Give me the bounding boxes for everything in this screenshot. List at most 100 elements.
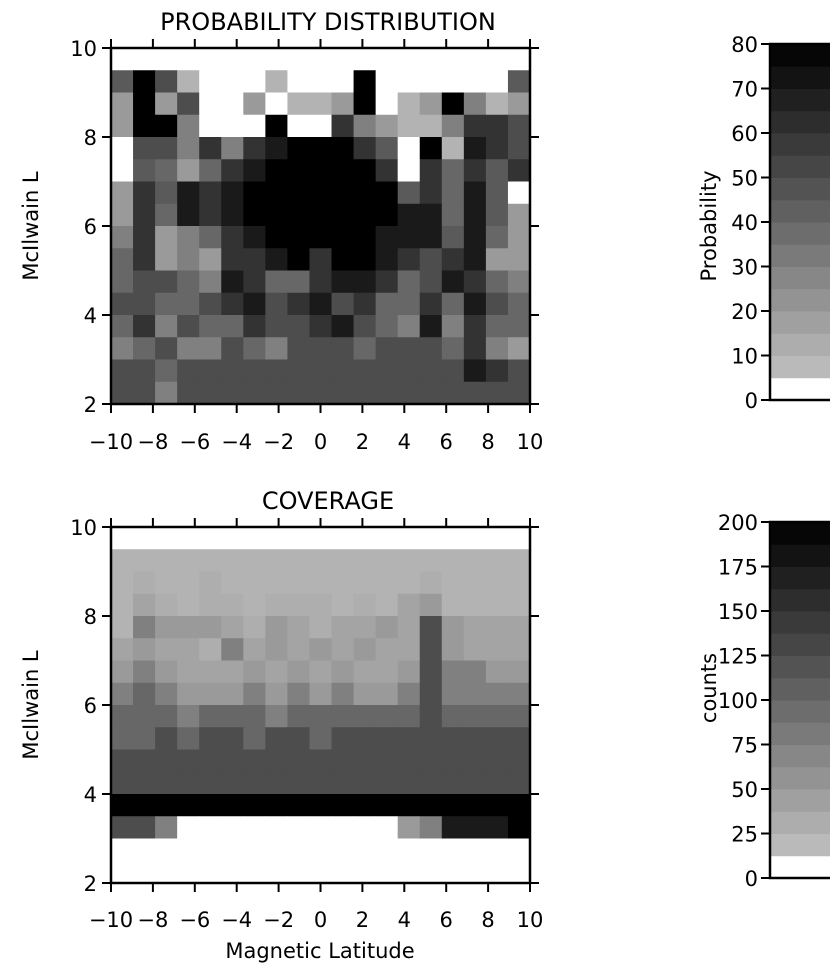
heatmap-cell xyxy=(419,114,443,138)
heatmap-cell xyxy=(463,270,487,294)
heatmap-cell xyxy=(419,226,443,249)
x-tick-label: −2 xyxy=(263,430,294,454)
heatmap-cell xyxy=(265,838,288,862)
heatmap-cell xyxy=(309,616,333,639)
heatmap-cell xyxy=(199,337,222,360)
colorbar-band xyxy=(770,288,830,312)
heatmap-cell xyxy=(111,159,134,182)
heatmap-cell xyxy=(199,270,222,294)
colorbar-tick-label: 10 xyxy=(731,345,758,369)
heatmap-cell xyxy=(111,593,134,617)
heatmap-cell xyxy=(507,571,531,595)
x-tick-label: −6 xyxy=(179,430,210,454)
heatmap-cell xyxy=(177,794,200,817)
x-tick-label: 10 xyxy=(517,908,544,932)
heatmap-cell xyxy=(397,771,421,795)
heatmap-cell xyxy=(463,638,487,661)
x-tick-label: 2 xyxy=(356,430,369,454)
heatmap-cell xyxy=(133,70,156,93)
heatmap-cell xyxy=(441,70,465,93)
heatmap-cell xyxy=(199,381,222,405)
y-tick-label: 6 xyxy=(84,215,97,239)
y-tick-label: 8 xyxy=(84,605,97,629)
heatmap-cell xyxy=(375,248,399,271)
heatmap-cell xyxy=(155,159,178,182)
heatmap-cell xyxy=(243,660,266,684)
heatmap-cell xyxy=(353,292,377,316)
probability-axis-ticks: −10 −8 −6 −4 −2 0 2 4 6 8 10 2 4 6 8 10 xyxy=(70,37,543,454)
heatmap-cell xyxy=(287,292,310,316)
heatmap-cell xyxy=(441,226,465,249)
heatmap-cell xyxy=(111,359,134,383)
heatmap-cell xyxy=(155,359,178,383)
heatmap-cell xyxy=(133,159,156,182)
heatmap-cell xyxy=(287,70,310,93)
heatmap-cell xyxy=(111,381,134,405)
heatmap-cell xyxy=(111,248,134,271)
heatmap-cell xyxy=(331,248,355,271)
x-tick-label: −2 xyxy=(263,908,294,932)
heatmap-cell xyxy=(441,159,465,182)
heatmap-cell xyxy=(419,638,443,661)
heatmap-cell xyxy=(155,682,178,706)
heatmap-cell xyxy=(419,381,443,405)
heatmap-cell xyxy=(265,181,288,205)
heatmap-cell xyxy=(441,838,465,862)
heatmap-cell xyxy=(133,337,156,360)
heatmap-cell xyxy=(441,771,465,795)
heatmap-cell xyxy=(199,727,222,750)
heatmap-cell xyxy=(353,159,377,182)
heatmap-cell xyxy=(485,270,509,294)
heatmap-cell xyxy=(397,92,421,116)
probability-colorbar: 0 10 20 30 40 50 60 70 80 xyxy=(731,33,830,413)
heatmap-cell xyxy=(353,816,377,839)
heatmap-cell xyxy=(221,381,244,405)
heatmap-cell xyxy=(221,549,244,572)
x-tick-label: 6 xyxy=(440,908,453,932)
heatmap-cell xyxy=(265,114,288,138)
heatmap-cell xyxy=(353,226,377,249)
heatmap-cell xyxy=(441,181,465,205)
heatmap-cell xyxy=(199,248,222,271)
heatmap-cell xyxy=(463,137,487,160)
heatmap-cell xyxy=(375,92,399,116)
heatmap-cell xyxy=(177,771,200,795)
y-tick-label: 4 xyxy=(84,304,97,328)
heatmap-cell xyxy=(111,727,134,750)
heatmap-cell xyxy=(243,292,266,316)
heatmap-cell xyxy=(441,248,465,271)
heatmap-cell xyxy=(221,660,244,684)
heatmap-cell xyxy=(419,771,443,795)
heatmap-cell xyxy=(397,816,421,839)
heatmap-cell xyxy=(243,816,266,839)
heatmap-cell xyxy=(397,226,421,249)
heatmap-cell xyxy=(243,181,266,205)
heatmap-cell xyxy=(199,315,222,338)
heatmap-cell xyxy=(133,549,156,572)
heatmap-cell xyxy=(287,727,310,750)
heatmap-cell xyxy=(463,226,487,249)
heatmap-cell xyxy=(265,705,288,728)
heatmap-cell xyxy=(309,705,333,728)
heatmap-cell xyxy=(507,549,531,572)
heatmap-cell xyxy=(133,315,156,338)
heatmap-cell xyxy=(133,203,156,227)
heatmap-cell xyxy=(463,771,487,795)
heatmap-cell xyxy=(485,638,509,661)
heatmap-cell xyxy=(331,749,355,773)
heatmap-cell xyxy=(353,794,377,817)
heatmap-cell xyxy=(419,794,443,817)
heatmap-cell xyxy=(463,381,487,405)
heatmap-cell xyxy=(243,137,266,160)
heatmap-cell xyxy=(397,381,421,405)
heatmap-cell xyxy=(441,270,465,294)
heatmap-cell xyxy=(265,816,288,839)
coverage-colorbar: 0 25 50 75 100 125 150 175 200 xyxy=(718,511,830,891)
heatmap-cell xyxy=(309,248,333,271)
heatmap-cell xyxy=(155,270,178,294)
x-tick-label: −10 xyxy=(89,430,133,454)
heatmap-cell xyxy=(287,660,310,684)
heatmap-cell xyxy=(485,593,509,617)
y-tick-label: 10 xyxy=(70,516,97,540)
heatmap-cell xyxy=(309,114,333,138)
